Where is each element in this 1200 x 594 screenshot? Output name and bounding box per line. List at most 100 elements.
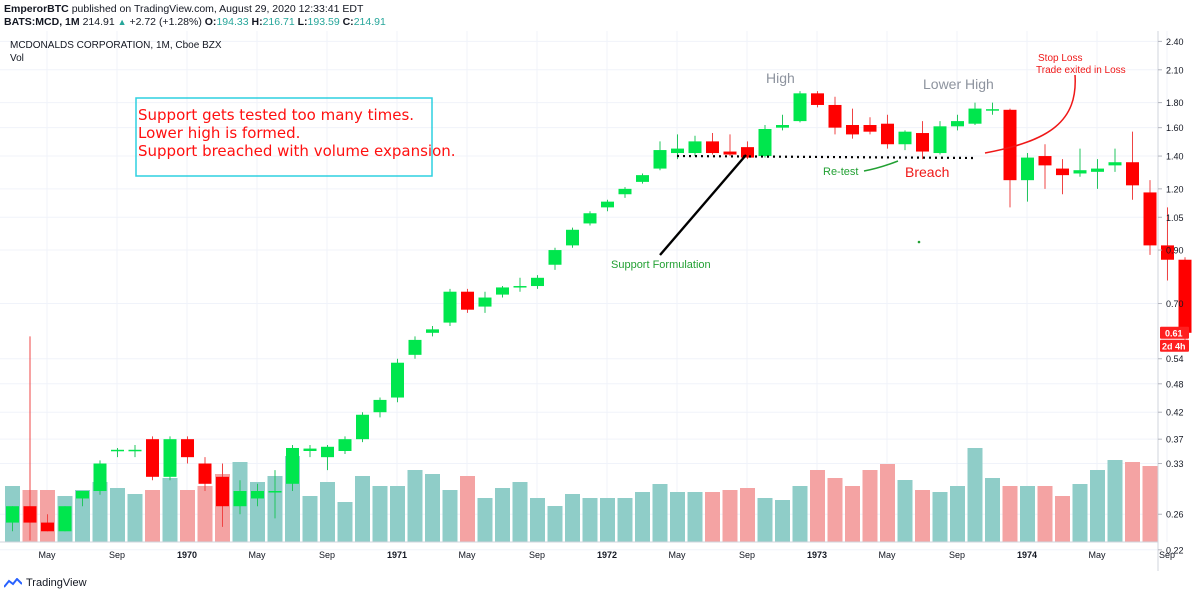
x-tick-label: May xyxy=(1088,550,1106,560)
candle-body xyxy=(916,133,929,152)
volume-bar xyxy=(1037,486,1053,542)
volume-bar xyxy=(320,482,335,542)
stop-loss-label: Stop Loss xyxy=(1038,53,1082,64)
time-axis[interactable]: May Sep 1970 May Sep 1971 May Sep 1972 May Sep 1973… xyxy=(38,550,1175,560)
last-price-tags: 0.61 2d 4h xyxy=(1160,326,1189,352)
y-tick-label: 0.26 xyxy=(1166,510,1184,520)
volume-bar xyxy=(337,502,353,542)
symbol-info-line: BATS:MCD, 1M 214.91 ▲ +2.72 (+1.28%) O:1… xyxy=(4,16,386,28)
chart-area[interactable]: 2.40 2.10 1.80 1.60 1.40 1.20 1.05 0.90 0.70 0.54… xyxy=(0,31,1200,571)
x-tick-label: Sep xyxy=(529,550,545,560)
volume-indicator-label: Vol xyxy=(10,53,24,64)
candle-body xyxy=(1021,157,1034,181)
candle-body xyxy=(881,123,894,145)
volume-bar xyxy=(1090,470,1105,542)
candle-body xyxy=(1056,168,1069,176)
volume-bar xyxy=(880,464,895,542)
support-line[interactable] xyxy=(676,154,976,160)
candle-body xyxy=(566,229,579,246)
note-line-3: Support breached with volume expansion. xyxy=(138,142,456,160)
retest-label: Re-test xyxy=(823,166,858,178)
x-tick-label: 1973 xyxy=(807,550,827,560)
volume-bar xyxy=(845,486,860,542)
volume-bar xyxy=(635,492,650,542)
volume-bar xyxy=(687,492,703,542)
last-price: 214.91 xyxy=(82,16,115,28)
candle-body xyxy=(933,126,947,154)
candle-body xyxy=(461,291,474,310)
low-value: 193.59 xyxy=(307,16,340,28)
volume-bar xyxy=(407,470,423,542)
volume-bar xyxy=(127,494,143,542)
y-tick-label: 0.22 xyxy=(1166,545,1184,555)
volume-bar xyxy=(442,490,458,542)
candle-body xyxy=(618,188,632,195)
publish-info: EmperorBTC published on TradingView.com,… xyxy=(4,3,363,15)
volume-bar xyxy=(425,474,440,542)
volume-bar xyxy=(722,490,738,542)
note-box[interactable] xyxy=(135,97,433,177)
trade-exited-label: Trade exited in Loss xyxy=(1036,65,1126,76)
candle-body xyxy=(111,449,124,452)
x-tick-label: 1971 xyxy=(387,550,407,560)
candle-body xyxy=(671,148,684,154)
x-tick-label: Sep xyxy=(319,550,335,560)
candle-body xyxy=(146,439,159,477)
support-formulation-label: Support Formulation xyxy=(611,259,711,271)
volume-bar xyxy=(512,482,528,542)
y-tick-label: 1.60 xyxy=(1166,123,1184,133)
candle-body xyxy=(426,329,439,333)
retest-curve[interactable] xyxy=(863,160,899,172)
candle-body xyxy=(548,250,562,265)
candle-body xyxy=(233,491,247,507)
candle-body xyxy=(303,448,317,451)
candle-body xyxy=(338,439,352,451)
volume-bar xyxy=(372,486,388,542)
tradingview-logo-icon[interactable] xyxy=(4,578,22,588)
volume-bar xyxy=(92,482,108,542)
x-tick-label: Sep xyxy=(109,550,125,560)
candle-body xyxy=(373,399,387,413)
volume-bar xyxy=(162,478,178,542)
volume-bar xyxy=(1142,466,1158,542)
candle-body xyxy=(583,213,597,224)
price-chart[interactable]: 2.40 2.10 1.80 1.60 1.40 1.20 1.05 0.90 0.70 0.54… xyxy=(0,31,1200,571)
candle-body xyxy=(951,121,964,127)
y-tick-label: 0.48 xyxy=(1166,379,1184,389)
volume-bar xyxy=(775,500,790,542)
candle-body xyxy=(391,362,404,398)
volume-bar xyxy=(145,490,160,542)
plot-background[interactable] xyxy=(0,31,1158,571)
candle-body xyxy=(1091,168,1104,172)
candles xyxy=(6,91,1192,541)
volume-bars xyxy=(5,448,1158,542)
candle-body xyxy=(741,147,754,158)
candle-body xyxy=(1143,192,1157,246)
volume-bar xyxy=(705,492,720,542)
x-tick-label: May xyxy=(668,550,686,560)
candle-body xyxy=(76,491,89,499)
close-label: C: xyxy=(342,16,354,28)
candle-body xyxy=(1038,156,1052,166)
y-tick-label: 1.20 xyxy=(1166,184,1184,194)
note-line-2: Lower high is formed. xyxy=(138,124,300,142)
candle-body xyxy=(163,439,177,477)
candle-body xyxy=(531,277,544,287)
volume-bar xyxy=(897,480,913,542)
tradingview-brand[interactable]: TradingView xyxy=(26,577,87,589)
candle-body xyxy=(128,449,142,452)
x-tick-label: Sep xyxy=(739,550,755,560)
candle-body xyxy=(443,291,457,323)
note-line-1: Support gets tested too many times. xyxy=(138,106,414,124)
candle-body xyxy=(6,506,19,523)
x-tick-label: May xyxy=(38,550,56,560)
stop-loss-curve[interactable] xyxy=(984,74,1076,154)
price-axis[interactable]: 2.40 2.10 1.80 1.60 1.40 1.20 1.05 0.90 0.70 0.54… xyxy=(1158,37,1184,555)
x-tick-label: 1972 xyxy=(597,550,617,560)
open-value: 194.33 xyxy=(216,16,249,28)
candle-body xyxy=(811,93,824,105)
author-name[interactable]: EmperorBTC xyxy=(4,3,69,15)
x-tick-label: May xyxy=(458,550,476,560)
support-pointer-line[interactable] xyxy=(659,154,747,256)
candle-body xyxy=(1161,245,1174,260)
